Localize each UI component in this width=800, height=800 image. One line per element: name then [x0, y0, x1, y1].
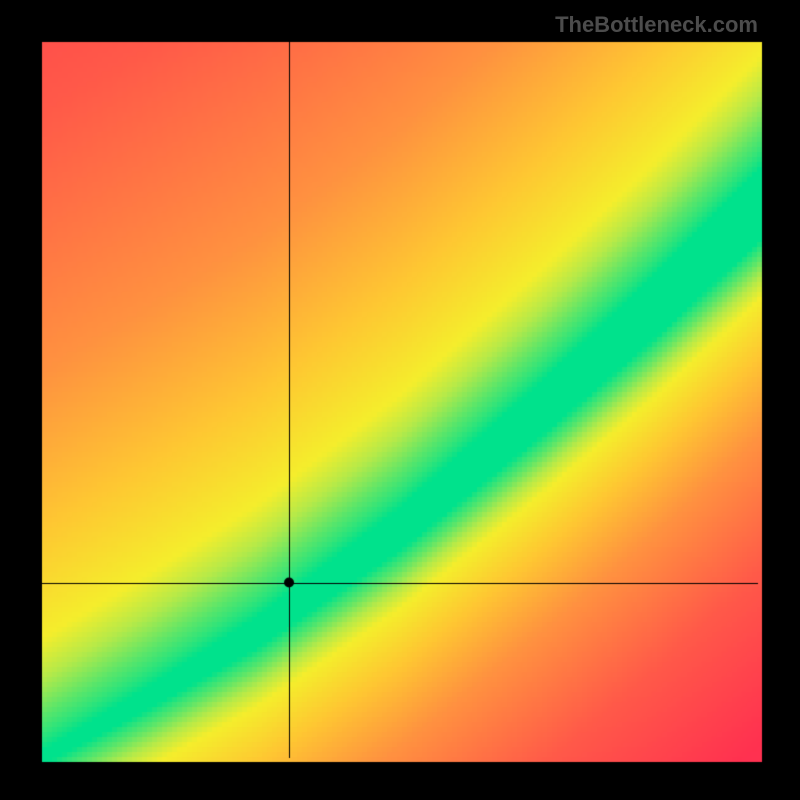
bottleneck-heatmap [0, 0, 800, 800]
watermark-text: TheBottleneck.com [555, 12, 758, 38]
chart-container: { "watermark": { "text": "TheBottleneck.… [0, 0, 800, 800]
